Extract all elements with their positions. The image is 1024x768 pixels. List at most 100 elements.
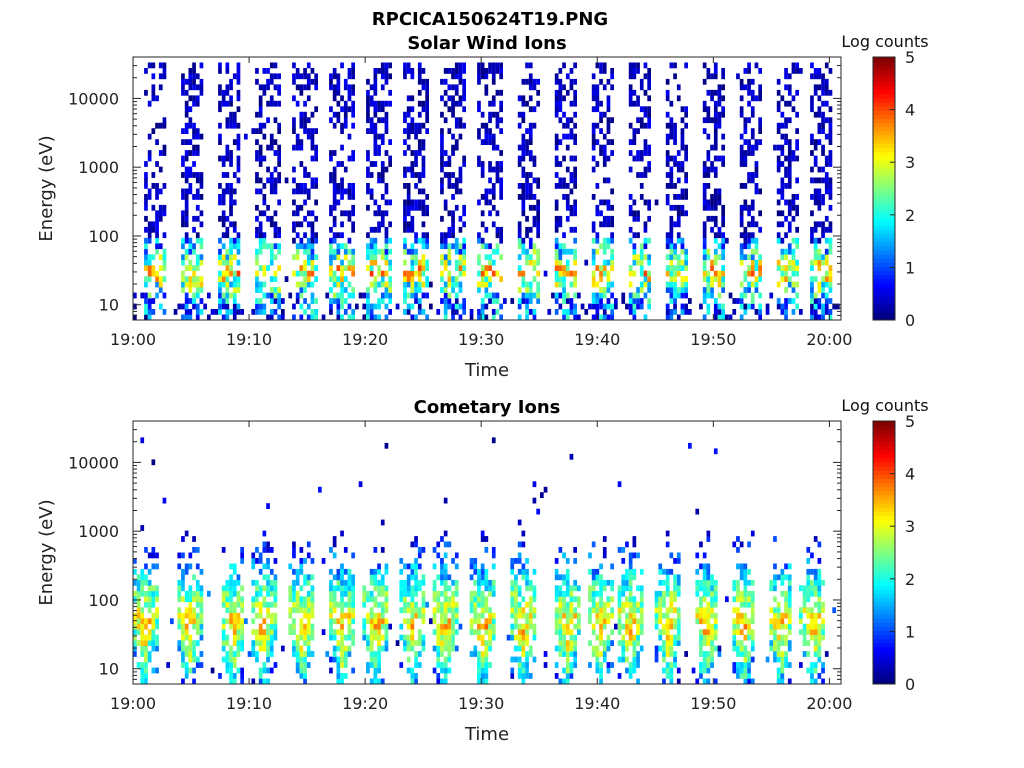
heatmap-cell bbox=[813, 579, 818, 586]
heatmap-cell bbox=[610, 150, 614, 156]
heatmap-cell bbox=[195, 95, 200, 102]
heatmap-cell bbox=[680, 106, 685, 113]
heatmap-cell bbox=[750, 678, 755, 685]
heatmap-cell bbox=[543, 270, 548, 277]
heatmap-cell bbox=[673, 139, 677, 145]
heatmap-cell bbox=[810, 298, 814, 304]
colorbar-swatch bbox=[873, 266, 895, 272]
heatmap-cell bbox=[255, 78, 259, 85]
heatmap-cell bbox=[380, 73, 385, 80]
heatmap-cell bbox=[340, 590, 344, 597]
heatmap-cell bbox=[377, 303, 381, 310]
heatmap-cell bbox=[717, 232, 722, 239]
heatmap-cell bbox=[484, 536, 489, 542]
heatmap-cell bbox=[632, 601, 637, 608]
heatmap-cell bbox=[443, 117, 448, 124]
heatmap-cell bbox=[347, 73, 352, 80]
heatmap-cell bbox=[362, 618, 367, 625]
heatmap-cell bbox=[414, 292, 418, 299]
heatmap-cell bbox=[229, 111, 233, 118]
heatmap-cell bbox=[821, 281, 825, 288]
heatmap-cell bbox=[410, 259, 415, 266]
heatmap-cell bbox=[617, 612, 622, 619]
heatmap-cell bbox=[332, 232, 337, 239]
heatmap-cell bbox=[421, 221, 426, 228]
heatmap-cell bbox=[417, 303, 422, 310]
heatmap-cell bbox=[162, 122, 167, 129]
heatmap-cell bbox=[551, 292, 555, 299]
heatmap-cell bbox=[488, 177, 492, 184]
heatmap-cell bbox=[262, 89, 267, 96]
heatmap-cell bbox=[676, 215, 681, 222]
heatmap-cell bbox=[458, 623, 463, 630]
heatmap-cell bbox=[662, 590, 666, 597]
heatmap-cell bbox=[480, 221, 485, 228]
heatmap-cell bbox=[488, 128, 492, 134]
heatmap-cell bbox=[303, 166, 307, 173]
heatmap-cell bbox=[643, 144, 648, 151]
heatmap-cell bbox=[747, 662, 751, 668]
heatmap-cell bbox=[776, 89, 781, 96]
heatmap-cell bbox=[251, 651, 256, 657]
heatmap-cell bbox=[747, 265, 751, 271]
heatmap-cell bbox=[351, 640, 355, 646]
heatmap-cell bbox=[632, 254, 637, 261]
heatmap-cell bbox=[336, 84, 341, 91]
heatmap-cell bbox=[240, 634, 244, 641]
heatmap-cell bbox=[639, 601, 644, 608]
heatmap-cell bbox=[218, 199, 222, 206]
heatmap-cell bbox=[569, 453, 574, 460]
heatmap-cell bbox=[669, 166, 674, 173]
heatmap-cell bbox=[329, 634, 333, 641]
heatmap-cell bbox=[192, 78, 196, 85]
heatmap-cell bbox=[321, 314, 326, 321]
heatmap-cell bbox=[528, 673, 533, 679]
heatmap-cell bbox=[491, 437, 496, 444]
heatmap-cell bbox=[162, 265, 167, 271]
x-axis-label: Time bbox=[464, 360, 509, 381]
heatmap-cell bbox=[218, 287, 222, 293]
heatmap-cell bbox=[340, 122, 344, 129]
heatmap-cell bbox=[269, 139, 274, 145]
heatmap-cell bbox=[787, 563, 792, 570]
heatmap-cell bbox=[417, 607, 422, 614]
heatmap-cell bbox=[144, 177, 148, 184]
heatmap-cell bbox=[558, 640, 563, 646]
heatmap-cell bbox=[454, 237, 459, 244]
heatmap-cell bbox=[750, 111, 755, 118]
heatmap-cell bbox=[473, 629, 478, 635]
heatmap-cell bbox=[229, 656, 233, 663]
heatmap-cell bbox=[155, 248, 159, 255]
heatmap-cell bbox=[469, 558, 474, 564]
heatmap-cell bbox=[403, 298, 407, 304]
heatmap-cell bbox=[258, 558, 263, 564]
heatmap-cell bbox=[625, 585, 629, 592]
heatmap-cell bbox=[232, 122, 237, 129]
heatmap-cell bbox=[713, 259, 718, 266]
heatmap-cell bbox=[443, 259, 448, 266]
heatmap-cell bbox=[776, 122, 781, 129]
heatmap-cell bbox=[347, 607, 352, 614]
heatmap-cell bbox=[514, 596, 518, 603]
heatmap-cell bbox=[595, 139, 600, 145]
heatmap-cell bbox=[236, 243, 241, 250]
heatmap-cell bbox=[332, 596, 337, 603]
heatmap-cell bbox=[147, 552, 152, 559]
heatmap-cell bbox=[292, 188, 296, 195]
heatmap-cell bbox=[732, 596, 737, 603]
heatmap-cell bbox=[343, 579, 348, 586]
heatmap-cell bbox=[329, 303, 333, 310]
heatmap-cell bbox=[817, 111, 822, 118]
heatmap-cell bbox=[713, 590, 718, 597]
heatmap-cell bbox=[225, 656, 230, 663]
heatmap-cell bbox=[454, 265, 459, 271]
heatmap-cell bbox=[377, 133, 381, 140]
heatmap-cell bbox=[377, 634, 381, 641]
heatmap-cell bbox=[488, 100, 492, 107]
heatmap-cell bbox=[473, 596, 478, 603]
heatmap-cell bbox=[573, 645, 577, 652]
heatmap-cell bbox=[447, 640, 452, 646]
heatmap-cell bbox=[617, 601, 622, 608]
heatmap-cell bbox=[255, 656, 259, 663]
heatmap-cell bbox=[406, 95, 411, 102]
